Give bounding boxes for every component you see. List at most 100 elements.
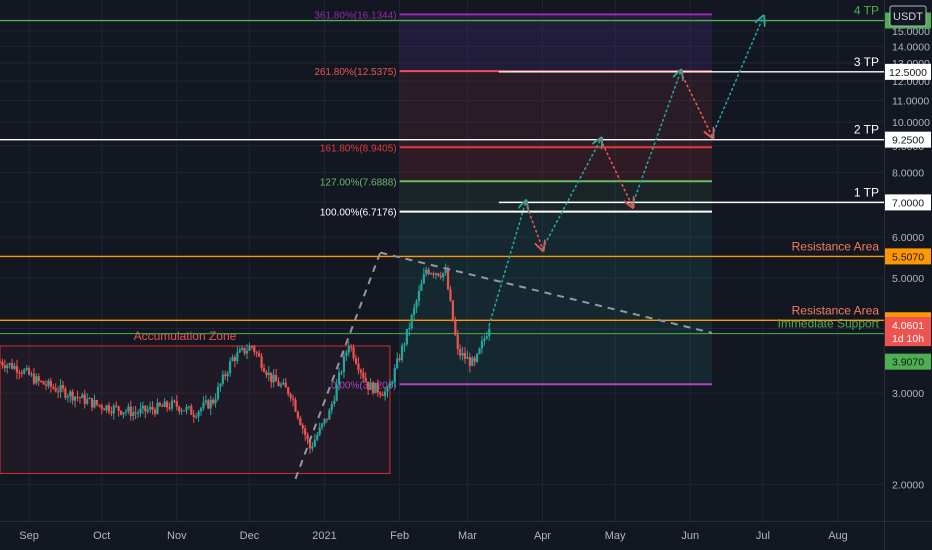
candle-body (367, 381, 370, 390)
candle-body (352, 347, 355, 359)
candle-body (371, 382, 375, 394)
candle-body (434, 273, 438, 275)
candle-body (413, 307, 416, 315)
candle-body (228, 361, 232, 374)
candle-body (241, 347, 244, 350)
candle-body (112, 405, 115, 414)
x-tick-label: Nov (167, 530, 187, 542)
fib-level-label: 100.00%(6.7176) (320, 208, 397, 219)
candle-body (446, 269, 450, 290)
candle-body (214, 399, 217, 404)
candle-body (20, 372, 23, 374)
candle-body (15, 365, 19, 373)
candle-body (59, 385, 62, 393)
candle-body (57, 391, 60, 393)
candle-body (233, 357, 237, 361)
fib-band (399, 71, 713, 148)
candle-body (207, 400, 210, 409)
candle-body (374, 382, 377, 394)
candle-body (32, 373, 36, 384)
candle-body (153, 409, 157, 414)
candle-body (468, 357, 471, 366)
candle-body (316, 434, 319, 440)
y-tick-label: 2.0000 (892, 479, 924, 491)
candle-body (66, 396, 69, 398)
x-tick-label: Mar (458, 530, 477, 542)
candle-body (221, 374, 224, 384)
candle-body (301, 425, 304, 429)
candle-body (245, 350, 249, 354)
candle-body (376, 382, 379, 393)
candle-body (403, 344, 406, 346)
candle-body (136, 413, 140, 415)
candle-body (369, 382, 372, 390)
candle-body (437, 273, 440, 276)
candle-body (187, 406, 191, 408)
candle-body (81, 394, 84, 399)
candle-body (151, 406, 154, 410)
trendline[interactable] (380, 251, 713, 334)
candle-body (163, 401, 166, 407)
candle-body (325, 418, 329, 420)
price-tag-label: 9.2500 (892, 135, 924, 147)
candle-body (35, 376, 38, 384)
price-tag (885, 353, 931, 370)
candle-body (8, 363, 11, 366)
currency-badge[interactable] (889, 5, 927, 27)
candle-body (195, 416, 198, 418)
projection-segment (599, 138, 632, 206)
candle-body (427, 269, 430, 274)
candle-body (350, 346, 353, 348)
x-tick-label: May (605, 530, 626, 542)
candle-body (461, 352, 464, 356)
candle-body (308, 439, 312, 449)
candle-body (347, 346, 350, 353)
candle-body (410, 314, 413, 329)
price-tag-label: 1d 10h (892, 333, 924, 345)
candle-body (107, 405, 111, 412)
candle-body (284, 382, 287, 388)
candle-body (381, 394, 384, 396)
price-tag-label: 5.5070 (892, 251, 924, 263)
candle-body (122, 412, 125, 415)
candle-body (37, 376, 40, 381)
candle-body (466, 357, 469, 359)
candle-body (110, 411, 113, 414)
x-tick-label: Apr (534, 530, 551, 542)
candle-body (386, 388, 389, 392)
candle-body (330, 404, 333, 411)
candle-body (219, 383, 222, 387)
candle-body (117, 406, 120, 411)
x-tick-label: Oct (93, 530, 110, 542)
candle-body (311, 446, 314, 449)
candle-body (488, 329, 491, 337)
candle-body (236, 352, 239, 361)
projection-segment (679, 71, 712, 136)
candle-body (362, 372, 365, 378)
price-tag (885, 330, 931, 347)
candle-body (439, 275, 442, 278)
x-tick-label: Sep (19, 530, 39, 542)
candle-body (337, 372, 341, 385)
candle-body (71, 391, 74, 401)
candle-body (422, 274, 425, 284)
candle-body (274, 374, 278, 382)
candle-body (306, 434, 309, 440)
projection-segment (524, 201, 543, 248)
x-tick-label: Aug (828, 530, 848, 542)
candle-body (291, 398, 295, 400)
accumulation-zone[interactable] (0, 345, 391, 474)
candle-body (202, 402, 205, 409)
projection-segment (541, 140, 601, 250)
trendline[interactable] (294, 252, 382, 480)
candle-body (313, 439, 316, 447)
candle-body (1, 361, 4, 366)
y-tick-label: 10.0000 (892, 117, 930, 129)
y-tick-label: 3.0000 (892, 388, 924, 400)
candle-body (451, 300, 454, 321)
candle-body (415, 300, 418, 308)
candle-body (454, 320, 457, 335)
level-label-immediate-support: Immediate Support (778, 317, 880, 331)
candle-body (199, 408, 203, 412)
